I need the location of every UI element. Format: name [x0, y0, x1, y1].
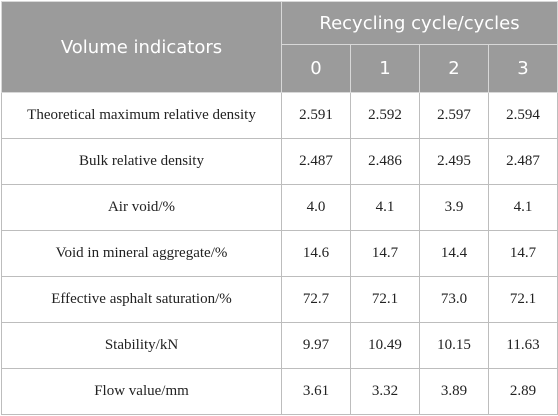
table-header: Volume indicators Recycling cycle/cycles… — [1, 1, 558, 93]
table-cell: 3.9 — [419, 184, 489, 231]
table-row: Effective asphalt saturation/% 72.7 72.1… — [1, 276, 558, 323]
row-label: Void in mineral aggregate/% — [1, 230, 282, 277]
table-cell: 14.6 — [281, 230, 351, 277]
row-label: Stability/kN — [1, 322, 282, 369]
table-cell: 4.1 — [487, 184, 558, 231]
table-row: Theoretical maximum relative density 2.5… — [1, 92, 558, 139]
table-cell: 2.591 — [281, 92, 351, 139]
header-cycle-1: 1 — [350, 44, 420, 93]
table-cell: 73.0 — [419, 276, 489, 323]
table-row: Stability/kN 9.97 10.49 10.15 11.63 — [1, 322, 558, 369]
table-cell: 2.594 — [487, 92, 558, 139]
row-label: Effective asphalt saturation/% — [1, 276, 282, 323]
row-label: Air void/% — [1, 184, 282, 231]
table-cell: 72.1 — [350, 276, 420, 323]
table-cell: 4.1 — [350, 184, 420, 231]
header-cycle-0: 0 — [281, 44, 351, 93]
header-row-cycles: 0 1 2 3 — [2, 44, 558, 93]
table-cell: 14.4 — [419, 230, 489, 277]
table-cell: 3.61 — [281, 368, 351, 415]
table-row: Air void/% 4.0 4.1 3.9 4.1 — [1, 184, 558, 231]
table-row: Flow value/mm 3.61 3.32 3.89 2.89 — [1, 368, 558, 415]
table-row: Bulk relative density 2.487 2.486 2.495 … — [1, 138, 558, 185]
header-cycle-2: 2 — [419, 44, 489, 93]
row-label: Bulk relative density — [1, 138, 282, 185]
table-cell: 2.487 — [487, 138, 558, 185]
table-cell: 14.7 — [487, 230, 558, 277]
header-row-top: Volume indicators Recycling cycle/cycles — [1, 1, 558, 93]
row-label: Flow value/mm — [1, 368, 282, 415]
header-cycle-3: 3 — [487, 44, 558, 93]
table-cell: 9.97 — [281, 322, 351, 369]
table-cell: 4.0 — [281, 184, 351, 231]
table-cell: 2.487 — [281, 138, 351, 185]
row-label: Theoretical maximum relative density — [1, 92, 282, 139]
table-cell: 72.7 — [281, 276, 351, 323]
table-cell: 2.597 — [419, 92, 489, 139]
table-cell: 3.32 — [350, 368, 420, 415]
header-recycling-cycles: Recycling cycle/cycles — [280, 1, 558, 45]
table-cell: 2.495 — [419, 138, 489, 185]
table-body: Theoretical maximum relative density 2.5… — [1, 92, 558, 415]
table-cell: 2.89 — [487, 368, 558, 415]
header-volume-indicators: Volume indicators — [1, 1, 282, 93]
table-cell: 72.1 — [487, 276, 558, 323]
table-cell: 2.592 — [350, 92, 420, 139]
table-cell: 14.7 — [350, 230, 420, 277]
table-row: Void in mineral aggregate/% 14.6 14.7 14… — [1, 230, 558, 277]
table-cell: 11.63 — [487, 322, 558, 369]
table-cell: 10.15 — [419, 322, 489, 369]
table-cell: 2.486 — [350, 138, 420, 185]
table-cell: 3.89 — [419, 368, 489, 415]
table-cell: 10.49 — [350, 322, 420, 369]
